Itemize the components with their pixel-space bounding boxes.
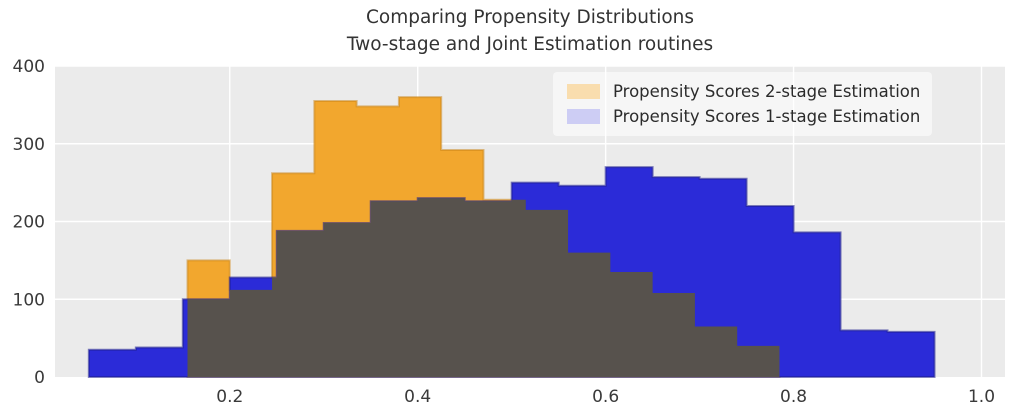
legend-label-2stage: Propensity Scores 2-stage Estimation (613, 82, 921, 101)
x-tick-label: 0.2 (216, 387, 243, 407)
legend-swatch-2stage-icon (567, 84, 600, 99)
y-tick-label: 100 (13, 290, 45, 310)
legend-item-2stage: Propensity Scores 2-stage Estimation (567, 79, 920, 104)
y-tick-label: 400 (13, 57, 45, 77)
y-tick-label: 200 (13, 213, 45, 233)
legend: Propensity Scores 2-stage Estimation Pro… (553, 72, 933, 136)
chart-title-line1: Comparing Propensity Distributions (365, 7, 695, 28)
legend-item-1stage: Propensity Scores 1-stage Estimation (567, 104, 920, 129)
x-tick-label: 1.0 (968, 387, 995, 407)
y-tick-label: 0 (34, 368, 45, 388)
x-tick-label: 0.8 (780, 387, 807, 407)
legend-swatch-1stage-icon (567, 109, 600, 124)
chart-title: Comparing Propensity Distributions Two-s… (55, 5, 1005, 59)
x-tick-label: 0.6 (592, 387, 619, 407)
x-tick-label: 0.4 (404, 387, 431, 407)
chart-title-line2: Two-stage and Joint Estimation routines (346, 33, 714, 55)
legend-label-1stage: Propensity Scores 1-stage Estimation (613, 107, 921, 126)
y-tick-label: 300 (13, 135, 45, 155)
